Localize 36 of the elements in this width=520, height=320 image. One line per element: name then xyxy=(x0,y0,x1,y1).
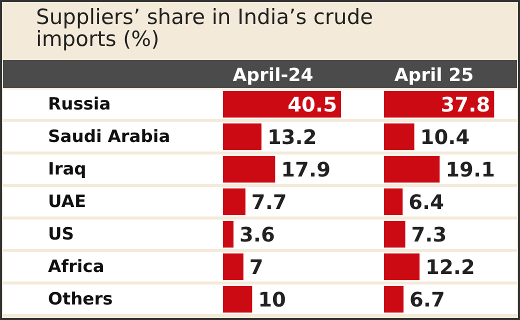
data-label: 6.4 xyxy=(408,190,444,214)
y-tick-label: Iraq xyxy=(48,160,86,180)
y-tick-label: Saudi Arabia xyxy=(48,127,170,148)
data-label: 13.2 xyxy=(267,124,317,149)
y-tick-label: Africa xyxy=(48,257,104,278)
y-tick-label: US xyxy=(48,224,74,245)
bar xyxy=(223,188,246,216)
bar xyxy=(223,123,262,150)
chart-subtitle: April 25 xyxy=(394,65,474,86)
y-tick-label: Russia xyxy=(48,94,111,115)
data-label: 10 xyxy=(258,287,286,312)
bar xyxy=(223,253,244,280)
data-label: 7.3 xyxy=(411,222,447,246)
bar xyxy=(384,156,440,183)
data-label: 40.5 xyxy=(288,92,337,116)
data-label: 7 xyxy=(249,254,264,279)
chart-subtitle: April-24 xyxy=(232,65,314,86)
data-label: 7.7 xyxy=(251,190,287,214)
bar xyxy=(223,286,252,313)
data-label: 37.8 xyxy=(440,92,490,116)
data-label: 12.2 xyxy=(426,254,475,279)
bar xyxy=(384,188,403,216)
y-tick-label: Others xyxy=(48,290,113,310)
data-label: 3.6 xyxy=(239,222,275,246)
chart-title: Suppliers’ share in India’s crude imports (%) xyxy=(36,5,374,51)
data-label: 17.9 xyxy=(281,157,331,182)
bar xyxy=(223,156,276,183)
bar xyxy=(384,253,420,280)
data-label: 6.7 xyxy=(410,287,445,312)
y-tick-label: UAE xyxy=(48,192,86,212)
bar xyxy=(384,123,414,150)
data-label: 19.1 xyxy=(446,157,496,182)
bar xyxy=(384,220,406,248)
bar xyxy=(223,220,234,248)
data-label: 10.4 xyxy=(420,124,470,149)
bar xyxy=(384,286,404,313)
